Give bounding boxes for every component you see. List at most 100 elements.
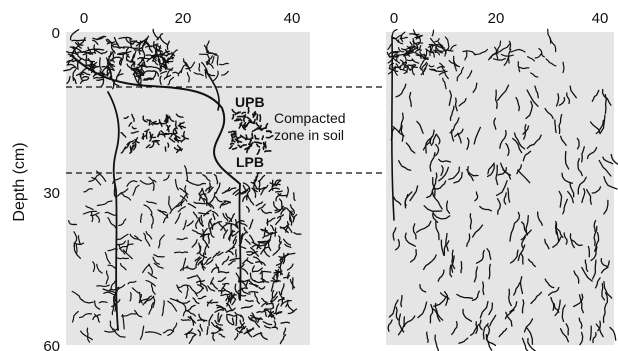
root-segment xyxy=(240,304,254,309)
root-segment xyxy=(559,328,570,343)
root-segment xyxy=(231,113,235,120)
root-segment xyxy=(109,320,114,331)
root-segment xyxy=(225,307,236,313)
root-segment xyxy=(197,232,211,236)
root-segment xyxy=(162,132,170,135)
root-segment xyxy=(420,61,424,68)
root-segment xyxy=(186,304,196,312)
root-segment xyxy=(218,314,223,323)
root-segment xyxy=(230,134,234,143)
root-segment xyxy=(268,187,280,193)
root-segment xyxy=(527,337,537,351)
root-segment xyxy=(462,50,477,56)
root-segment xyxy=(392,37,399,43)
root-segment xyxy=(578,294,584,314)
root-segment xyxy=(526,134,542,149)
root-segment xyxy=(90,212,100,217)
root-segment xyxy=(256,242,260,250)
root-segment xyxy=(152,256,160,265)
root-segment xyxy=(231,317,235,326)
root-segment xyxy=(513,282,521,296)
root-segment xyxy=(195,279,205,284)
root-segment xyxy=(388,67,399,72)
root-segment xyxy=(466,137,470,150)
root-segment xyxy=(544,238,550,250)
root-segment xyxy=(193,182,207,186)
root-segment xyxy=(602,302,607,324)
root-segment xyxy=(174,178,179,191)
root-segment xyxy=(509,249,519,264)
root-segment xyxy=(409,185,419,202)
root-segment xyxy=(192,211,198,219)
root-segment xyxy=(287,303,295,313)
root-segment xyxy=(99,57,102,71)
root-segment xyxy=(107,248,118,252)
y-axis-title: Depth (cm) xyxy=(11,142,28,221)
root-segment xyxy=(452,59,457,72)
root-segment xyxy=(211,56,215,64)
root-segment xyxy=(116,240,126,246)
root-segment xyxy=(471,224,484,238)
root-segment xyxy=(229,292,235,304)
root-segment xyxy=(152,180,155,191)
root-segment xyxy=(228,145,233,150)
root-segment xyxy=(394,238,400,251)
root-segment xyxy=(174,212,181,224)
root-segment xyxy=(131,113,135,123)
root-segment xyxy=(144,128,150,133)
root-segment xyxy=(136,66,143,74)
root-segment xyxy=(486,163,495,178)
root-segment xyxy=(466,233,471,247)
root-segment xyxy=(106,60,115,72)
root-segment xyxy=(417,301,428,319)
root-segment xyxy=(145,131,148,140)
root-segment xyxy=(210,266,220,273)
root-segment xyxy=(263,249,271,258)
root-segment xyxy=(412,40,419,48)
root-segment xyxy=(248,218,254,230)
root-segment xyxy=(98,300,108,304)
root-segment xyxy=(256,310,266,314)
root-segment xyxy=(163,174,170,181)
root-segment xyxy=(246,327,253,338)
root-segment xyxy=(165,67,174,78)
root-segment xyxy=(254,292,260,305)
root-segment xyxy=(199,227,208,238)
root-segment xyxy=(235,135,239,141)
root-segment xyxy=(558,190,563,208)
root-segment xyxy=(185,328,193,339)
root-segment xyxy=(152,45,158,56)
root-segment xyxy=(181,135,190,140)
root-segment xyxy=(107,59,115,63)
root-segment xyxy=(112,295,117,312)
root-segment xyxy=(585,188,592,205)
root-segment xyxy=(85,54,88,65)
root-segment xyxy=(479,319,483,331)
root-segment xyxy=(199,323,203,332)
root-segment xyxy=(494,46,499,60)
root-segment xyxy=(403,55,407,64)
root-segment xyxy=(530,291,543,305)
root-segment xyxy=(591,186,602,194)
root-segment xyxy=(131,126,137,130)
root-segment xyxy=(275,179,282,187)
root-segment xyxy=(120,132,127,138)
root-segment xyxy=(142,135,146,140)
root-segment xyxy=(234,219,245,225)
root-segment xyxy=(573,270,580,284)
root-segment xyxy=(105,39,113,44)
root-segment xyxy=(79,330,93,341)
root-segment xyxy=(387,43,392,50)
root-segment xyxy=(149,141,155,149)
root-segment xyxy=(271,277,281,282)
root-segment xyxy=(131,287,140,294)
root-segment xyxy=(279,257,282,269)
root-segment xyxy=(456,293,474,299)
root-segment xyxy=(197,212,210,215)
root-segment xyxy=(544,278,555,289)
root-segment xyxy=(388,299,399,318)
root-segment xyxy=(105,270,109,285)
root-segment xyxy=(213,173,219,185)
root-segment xyxy=(92,261,96,273)
root-segment xyxy=(426,187,436,199)
